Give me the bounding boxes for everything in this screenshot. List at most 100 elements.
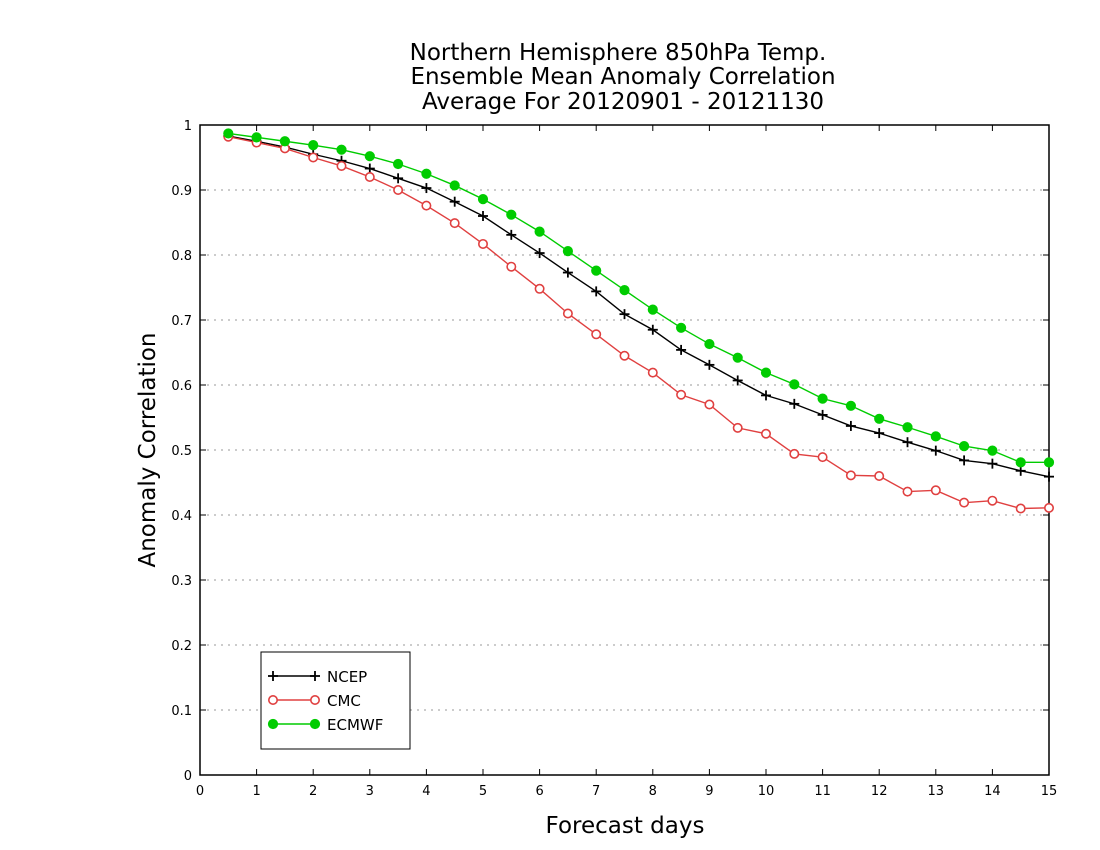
data-point-ncep (874, 428, 885, 439)
data-point-cmc (732, 422, 743, 433)
y-axis-label: Anomaly Correlation (135, 332, 161, 567)
data-point-cmc (477, 238, 488, 249)
data-point-cmc (930, 485, 941, 496)
x-tick-label: 13 (928, 784, 945, 799)
legend-item-ncep: NCEP (268, 668, 367, 686)
title-line-3: Average For 20120901 - 20121130 (422, 89, 824, 115)
data-point-cmc (534, 283, 545, 294)
y-tick-label: 1 (184, 119, 192, 134)
x-tick-label: 8 (649, 784, 657, 799)
data-point-cmc (874, 470, 885, 481)
data-point-ncep (534, 248, 545, 259)
data-point-cmc (421, 200, 432, 211)
data-point-ecmwf (732, 352, 743, 363)
legend-label-cmc: CMC (327, 692, 361, 710)
data-point-ncep (619, 309, 630, 320)
x-tick-label: 7 (592, 784, 600, 799)
legend-marker-ncep (310, 671, 320, 681)
data-point-ecmwf (619, 285, 630, 296)
data-point-ecmwf (817, 393, 828, 404)
data-point-ncep (478, 211, 488, 221)
x-tick-label: 0 (196, 784, 204, 799)
chart-title: Northern Hemisphere 850hPa Temp. Ensembl… (410, 40, 836, 115)
data-point-ncep (562, 267, 573, 278)
data-point-ncep (930, 445, 941, 456)
data-point-ecmwf (987, 445, 998, 456)
data-point-cmc (704, 399, 715, 410)
data-point-cmc (987, 495, 998, 506)
legend-marker-cmc (267, 694, 278, 705)
data-point-cmc (760, 428, 771, 439)
y-tick-label: 0.1 (171, 704, 192, 719)
data-point-ecmwf (676, 322, 687, 333)
data-point-ncep (506, 229, 517, 240)
data-point-ecmwf (1015, 457, 1026, 468)
x-tick-label: 6 (535, 784, 543, 799)
x-axis-label: Forecast days (546, 813, 705, 839)
x-tick-label: 4 (422, 784, 430, 799)
title-line-1: Northern Hemisphere 850hPa Temp. (410, 40, 827, 66)
series-ecmwf (223, 128, 1055, 468)
data-point-ncep (761, 390, 771, 401)
grid (200, 189, 1049, 711)
x-tick-label: 9 (705, 784, 713, 799)
data-point-cmc (449, 218, 460, 229)
data-point-ecmwf (449, 180, 460, 191)
y-tick-label: 0 (184, 769, 192, 784)
data-point-ecmwf (223, 128, 234, 139)
y-tick-label: 0.9 (171, 184, 192, 199)
data-point-ecmwf (534, 226, 545, 237)
data-point-ecmwf (364, 151, 375, 162)
y-tick-label: 0.5 (171, 444, 192, 459)
series-line-ncep (228, 135, 1050, 478)
data-point-cmc (845, 470, 856, 481)
series-line-ecmwf (228, 132, 1049, 464)
data-point-cmc (619, 350, 630, 361)
legend: NCEP CMC ECMWF (260, 651, 411, 750)
data-point-ecmwf (591, 265, 602, 276)
data-point-ecmwf (477, 194, 489, 205)
legend-label-ecmwf: ECMWF (327, 716, 383, 734)
data-point-ecmwf (647, 304, 658, 315)
data-point-ncep (845, 420, 856, 431)
data-point-ecmwf (393, 158, 404, 170)
data-point-cmc (591, 329, 602, 340)
data-point-ecmwf (1043, 457, 1055, 468)
series-layer (223, 128, 1055, 514)
legend-item-ecmwf: ECMWF (267, 716, 383, 734)
data-point-ecmwf (562, 246, 574, 257)
data-point-cmc (1044, 502, 1055, 513)
axis-ticks: 00.10.20.30.40.50.60.70.80.910 1 2 3 4 5 6 7 8 9 1… (171, 119, 1057, 799)
legend-marker-ecmwf (267, 718, 279, 730)
title-line-2: Ensemble Mean Anomaly Correlation (410, 64, 835, 90)
data-point-ncep (449, 196, 460, 207)
y-tick-label: 0.8 (171, 249, 192, 264)
y-tick-label: 0.2 (171, 639, 192, 654)
data-point-ncep (987, 458, 998, 469)
legend-marker-cmc (309, 694, 320, 705)
data-point-ecmwf (959, 441, 970, 452)
data-point-ecmwf (506, 209, 517, 220)
data-point-ecmwf (279, 136, 290, 147)
series-ncep (223, 131, 1054, 482)
data-point-ncep (959, 455, 970, 466)
data-point-cmc (562, 308, 573, 319)
y-tick-label: 0.6 (171, 379, 192, 394)
data-point-cmc (308, 152, 319, 163)
data-point-cmc (364, 172, 375, 183)
data-point-ncep (393, 173, 404, 184)
data-point-cmc (393, 185, 404, 196)
data-point-ncep (676, 344, 687, 355)
data-point-cmc (506, 261, 517, 272)
legend-marker-ecmwf (309, 718, 321, 730)
data-point-ecmwf (845, 400, 857, 411)
data-point-ncep (817, 409, 828, 420)
data-point-ecmwf (760, 367, 772, 378)
series-cmc (223, 131, 1055, 514)
y-tick-label: 0.7 (171, 314, 192, 329)
data-point-ncep (647, 324, 658, 335)
x-tick-label: 3 (366, 784, 374, 799)
data-point-cmc (336, 160, 347, 171)
data-point-cmc (789, 448, 800, 459)
